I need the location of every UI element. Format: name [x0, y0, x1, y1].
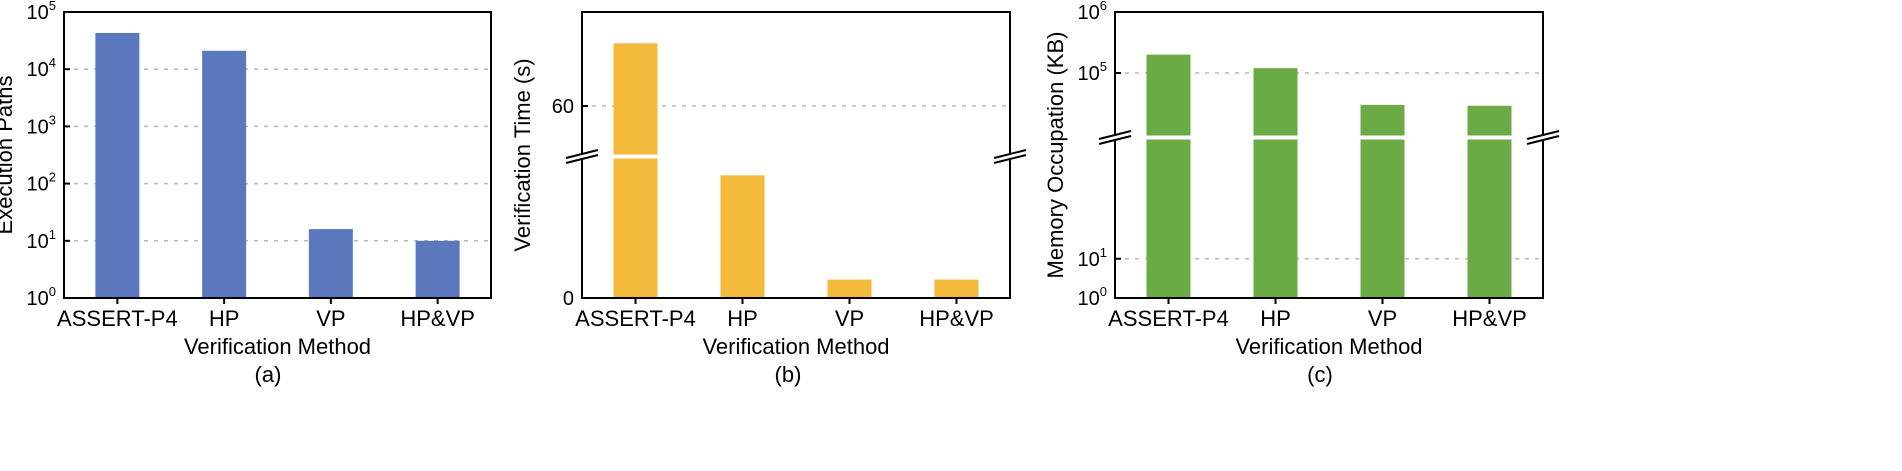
- x-tick-label-vp: VP: [835, 306, 864, 331]
- x-tick-label-vp: VP: [316, 306, 345, 331]
- y-tick-label: 105: [27, 0, 56, 24]
- y-tick-label: 103: [27, 112, 56, 138]
- bar-assert-p4: [1146, 54, 1191, 298]
- panel-caption: (b): [775, 362, 802, 387]
- panel-caption: (c): [1307, 362, 1333, 387]
- y-tick-label: 60: [552, 96, 574, 118]
- y-axis-label: Execution Paths: [0, 76, 17, 235]
- bar-break-mark: [1145, 135, 1192, 140]
- x-tick-label-hp: HP: [209, 306, 240, 331]
- y-axis-label: Memory Occupation (KB): [1043, 32, 1068, 279]
- right-axis-break: [992, 149, 1028, 164]
- x-tick-label-hp: HP: [727, 306, 758, 331]
- bar-vp: [1360, 104, 1405, 299]
- y-tick-label: 101: [1078, 245, 1107, 271]
- chart-a: 100 101 102 103 104 105 ASSERT-P4 HP VP HP&VP Veri…: [0, 0, 492, 387]
- x-axis-label: Verification Method: [702, 334, 889, 359]
- chart-c: 100 101 105 106 ASSERT-P4 HP VP HP&VP Verificati…: [1043, 0, 1561, 387]
- bar-vp: [827, 279, 872, 298]
- y-tick-label: 104: [27, 55, 56, 81]
- right-axis-break: [1525, 130, 1561, 145]
- bar-hp-vp: [415, 240, 460, 298]
- bar-break-mark: [1359, 135, 1406, 140]
- bar-vp: [308, 229, 353, 298]
- plot-frame: [63, 11, 492, 299]
- bar-hp-vp: [934, 279, 979, 298]
- bar-hp: [720, 175, 765, 298]
- y-tick-label: 105: [1078, 59, 1107, 85]
- left-axis-break: [1097, 130, 1133, 145]
- x-tick-label-hp-vp: HP&VP: [1452, 306, 1527, 331]
- y-tick-label: 100: [1078, 284, 1107, 310]
- chart-b: 0 60 ASSERT-P4 HP VP HP&VP Verification Method…: [510, 11, 1028, 387]
- x-tick-label-assert-p4: ASSERT-P4: [57, 306, 178, 331]
- bar-break-mark: [612, 154, 659, 159]
- y-axis-label: Verification Time (s): [510, 58, 535, 251]
- left-axis-break: [564, 149, 600, 164]
- y-tick-label: 0: [563, 288, 574, 310]
- y-tick-label: 100: [27, 284, 56, 310]
- bar-hp: [202, 50, 247, 298]
- panel-caption: (a): [255, 362, 282, 387]
- x-tick-label-vp: VP: [1368, 306, 1397, 331]
- y-tick-label: 101: [27, 227, 56, 253]
- x-tick-label-assert-p4: ASSERT-P4: [575, 306, 696, 331]
- bar-break-mark: [1466, 135, 1513, 140]
- plot-frame: [581, 11, 1011, 299]
- y-tick-label: 102: [27, 170, 56, 196]
- bar-hp-vp: [1467, 105, 1512, 298]
- x-tick-label-hp: HP: [1260, 306, 1291, 331]
- bar-assert-p4: [613, 43, 658, 299]
- bar-assert-p4: [95, 32, 140, 298]
- x-axis-label: Verification Method: [184, 334, 371, 359]
- x-axis-label: Verification Method: [1235, 334, 1422, 359]
- x-tick-label-assert-p4: ASSERT-P4: [1108, 306, 1229, 331]
- x-tick-label-hp-vp: HP&VP: [400, 306, 475, 331]
- x-tick-label-hp-vp: HP&VP: [919, 306, 994, 331]
- y-tick-label: 106: [1078, 0, 1107, 24]
- bar-hp: [1253, 68, 1298, 298]
- bar-break-mark: [1252, 135, 1299, 140]
